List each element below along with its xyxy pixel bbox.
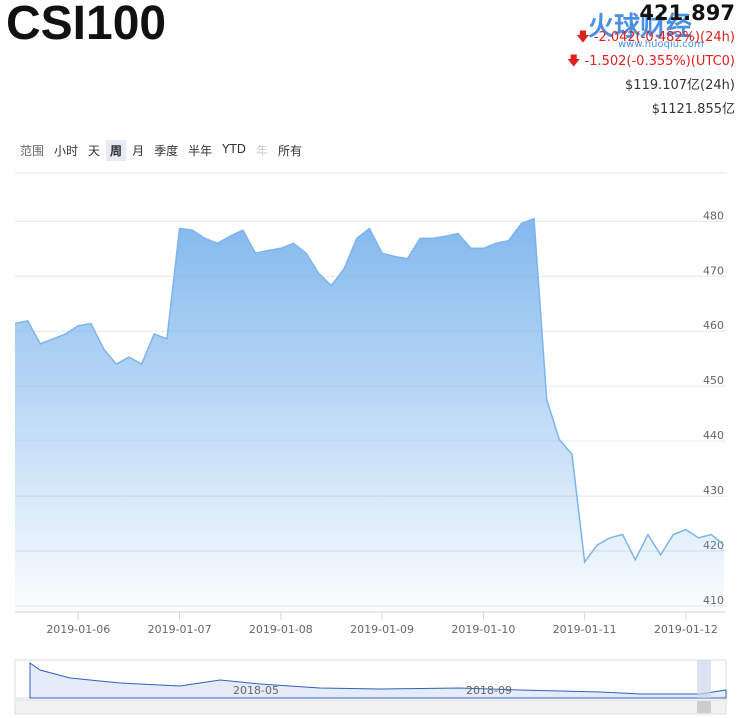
price: 421.897 — [639, 1, 735, 25]
range-option[interactable]: 所有 — [278, 144, 303, 158]
scrollbar[interactable] — [14, 699, 727, 715]
range-option[interactable]: 月 — [132, 144, 145, 158]
range-option: 年 — [256, 144, 269, 158]
y-tick-label: 430 — [703, 484, 724, 497]
change-utc0: 🡇 -1.502(-0.355%)(UTC0) — [567, 54, 736, 69]
y-tick-label: 470 — [703, 264, 724, 277]
x-tick-label: 2019-01-08 — [249, 623, 313, 636]
range-option[interactable]: 半年 — [188, 144, 213, 158]
y-tick-label: 440 — [703, 429, 724, 442]
scrollbar-thumb[interactable] — [697, 701, 711, 713]
watermark-url: www.huoqiu.com — [618, 39, 704, 50]
navigator-label: 2018-05 — [233, 684, 279, 697]
range-label: 范围 — [20, 144, 45, 158]
navigator-series — [29, 662, 727, 699]
watermark-text: 火球财经 — [588, 12, 693, 42]
navigator-mask — [697, 660, 711, 698]
x-tick-label: 2019-01-07 — [148, 623, 212, 636]
x-tick-label: 2019-01-10 — [451, 623, 515, 636]
range-selector: 范围 小时天周月季度 半年 YTD 年所有 — [16, 140, 306, 161]
navigator: 2018-05 2018-09 — [14, 659, 727, 715]
watermark: 火球财经 www.huoqiu.com — [588, 6, 704, 50]
x-tick-label: 2019-01-11 — [553, 623, 617, 636]
range-option[interactable]: 季度 — [154, 144, 179, 158]
y-tick-label: 450 — [703, 374, 724, 387]
range-option[interactable]: 天 — [88, 144, 101, 158]
range-option[interactable]: 周 — [106, 140, 127, 161]
y-tick-label: 460 — [703, 319, 724, 332]
stats: 421.897 🡇 -2.042(-0.482%)(24h) 🡇 -1.502(… — [567, 0, 735, 122]
area-line — [14, 217, 725, 564]
x-tick-label: 2019-01-06 — [46, 623, 110, 636]
range-option[interactable]: YTD — [222, 142, 247, 156]
change-utc0-text: -1.502(-0.355%)(UTC0) — [584, 54, 736, 69]
navigator-label: 2018-09 — [466, 684, 512, 697]
market-cap: $1121.855亿 — [651, 102, 735, 117]
area-fill — [15, 218, 724, 612]
x-tick-label: 2019-01-12 — [654, 623, 718, 636]
x-tick-label: 2019-01-09 — [350, 623, 414, 636]
y-tick-label: 480 — [703, 209, 724, 222]
change-24h-text: -2.042(-0.482%)(24h) — [593, 30, 735, 45]
title: CSI100 — [6, 0, 167, 50]
change-24h: 🡇 -2.042(-0.482%)(24h) — [576, 30, 735, 45]
range-option[interactable]: 小时 — [54, 144, 79, 158]
volume: $119.107亿(24h) — [625, 78, 735, 93]
